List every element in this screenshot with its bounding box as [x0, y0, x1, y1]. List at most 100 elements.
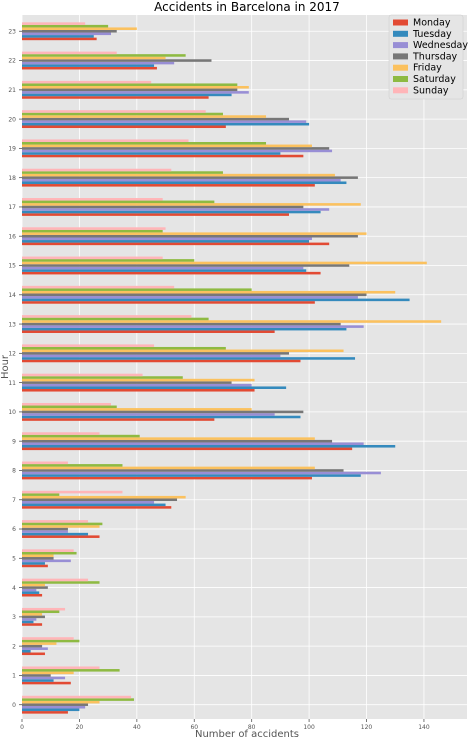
bar-thursday-hour-16: [22, 234, 358, 238]
bar-thursday-hour-4: [22, 586, 48, 589]
bar-monday-hour-17: [22, 213, 289, 216]
bar-sunday-hour-11: [22, 373, 143, 377]
bar-monday-hour-3: [22, 623, 43, 626]
bar-friday-hour-11: [22, 378, 255, 382]
legend-label-tuesday: Tuesday: [412, 29, 452, 40]
y-tick-label: 19: [8, 146, 16, 153]
y-tick-label: 11: [8, 380, 16, 387]
bar-wednesday-hour-13: [22, 325, 364, 328]
bar-saturday-hour-18: [22, 171, 223, 174]
y-tick-label: 5: [12, 556, 16, 563]
bar-tuesday-hour-18: [22, 181, 347, 185]
y-tick-label: 17: [8, 204, 16, 211]
legend-label-sunday: Sunday: [413, 85, 449, 96]
bar-thursday-hour-13: [22, 322, 341, 326]
bar-thursday-hour-2: [22, 644, 43, 648]
legend-swatch-thursday: [393, 53, 408, 60]
y-tick-label: 22: [8, 58, 16, 65]
y-tick-label: 1: [12, 673, 16, 680]
y-tick-label: 9: [12, 438, 16, 445]
bar-wednesday-hour-9: [22, 442, 364, 446]
legend-swatch-saturday: [393, 76, 408, 82]
y-tick-label: 6: [12, 526, 16, 533]
y-tick-label: 8: [12, 468, 16, 475]
bar-thursday-hour-9: [22, 439, 333, 443]
bar-monday-hour-4: [22, 593, 43, 597]
bar-wednesday-hour-16: [22, 237, 312, 241]
bar-saturday-hour-4: [22, 581, 100, 584]
bar-saturday-hour-6: [22, 522, 103, 526]
bar-tuesday-hour-0: [22, 708, 80, 712]
bar-friday-hour-17: [22, 203, 361, 206]
bar-sunday-hour-16: [22, 227, 166, 230]
bar-sunday-hour-13: [22, 315, 192, 318]
bar-monday-hour-14: [22, 301, 315, 304]
bar-saturday-hour-11: [22, 376, 183, 379]
bar-saturday-hour-0: [22, 698, 134, 701]
bar-thursday-hour-6: [22, 527, 68, 531]
chart-title: Accidents in Barcelona in 2017: [154, 0, 340, 14]
bar-wednesday-hour-15: [22, 266, 304, 270]
x-tick-label: 20: [76, 724, 84, 731]
bar-wednesday-hour-3: [22, 618, 37, 621]
bar-sunday-hour-2: [22, 637, 74, 640]
bar-tuesday-hour-11: [22, 386, 287, 389]
bar-saturday-hour-7: [22, 493, 60, 496]
legend-swatch-wednesday: [393, 42, 408, 49]
bar-sunday-hour-18: [22, 168, 172, 172]
bar-sunday-hour-21: [22, 80, 152, 84]
bar-tuesday-hour-10: [22, 415, 301, 419]
bar-monday-hour-23: [22, 37, 97, 41]
bar-saturday-hour-2: [22, 639, 80, 643]
bar-wednesday-hour-6: [22, 530, 68, 533]
bar-friday-hour-19: [22, 144, 312, 148]
bar-friday-hour-23: [22, 27, 137, 30]
y-tick-label: 21: [8, 87, 16, 94]
bar-saturday-hour-1: [22, 669, 120, 672]
bar-sunday-hour-5: [22, 549, 74, 552]
y-tick-label: 2: [12, 643, 16, 650]
bar-wednesday-hour-17: [22, 208, 330, 211]
bar-thursday-hour-14: [22, 293, 367, 297]
bar-sunday-hour-9: [22, 432, 100, 435]
y-tick-label: 15: [8, 263, 16, 270]
y-tick-label: 7: [12, 497, 16, 504]
bar-tuesday-hour-14: [22, 298, 410, 302]
bar-tuesday-hour-7: [22, 503, 166, 507]
x-tick-label: 60: [190, 724, 198, 731]
bar-friday-hour-22: [22, 56, 166, 60]
bar-sunday-hour-12: [22, 344, 155, 347]
bar-sunday-hour-6: [22, 520, 89, 523]
bar-saturday-hour-21: [22, 83, 238, 86]
y-tick-label: 12: [8, 351, 16, 358]
x-tick-label: 140: [418, 724, 430, 731]
bar-friday-hour-7: [22, 495, 186, 499]
bar-monday-hour-9: [22, 447, 353, 451]
bar-saturday-hour-14: [22, 288, 252, 291]
plot-area: [22, 15, 467, 719]
bar-thursday-hour-8: [22, 469, 344, 472]
y-tick-label: 3: [12, 614, 16, 621]
y-tick-label: 13: [8, 321, 16, 328]
bar-sunday-hour-4: [22, 578, 89, 582]
bar-wednesday-hour-22: [22, 61, 175, 65]
legend: MondayTuesdayWednesdayThursdayFridaySatu…: [388, 14, 468, 100]
bar-wednesday-hour-20: [22, 120, 307, 123]
bar-tuesday-hour-23: [22, 35, 94, 38]
y-tick-label: 18: [8, 175, 16, 182]
bar-monday-hour-7: [22, 506, 172, 509]
bar-wednesday-hour-12: [22, 354, 281, 358]
bar-tuesday-hour-13: [22, 327, 347, 331]
bar-thursday-hour-23: [22, 29, 117, 33]
bar-saturday-hour-16: [22, 229, 163, 233]
bar-thursday-hour-0: [22, 703, 89, 706]
bar-tuesday-hour-17: [22, 210, 321, 214]
bar-saturday-hour-17: [22, 200, 215, 204]
bar-monday-hour-21: [22, 96, 209, 99]
bar-monday-hour-5: [22, 564, 48, 568]
bar-wednesday-hour-8: [22, 471, 381, 475]
x-tick-label: 100: [303, 724, 315, 731]
bar-sunday-hour-14: [22, 285, 175, 289]
bar-tuesday-hour-2: [22, 649, 31, 653]
bar-friday-hour-16: [22, 232, 367, 235]
